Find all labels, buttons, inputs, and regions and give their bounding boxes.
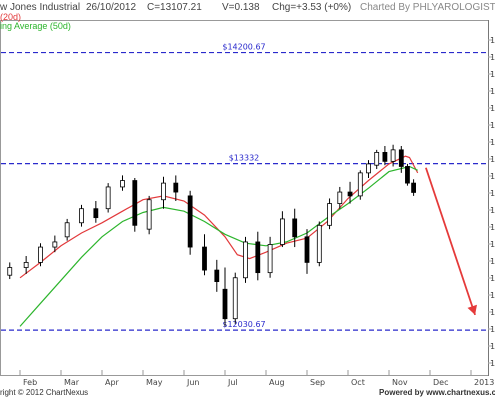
candle-body: [366, 163, 371, 174]
candle-body: [292, 218, 298, 238]
y-tick-label: 1: [490, 240, 495, 249]
candle-body: [316, 224, 322, 263]
candle-body: [161, 182, 166, 201]
candle-body: [132, 180, 138, 226]
level-label: $12030.67: [222, 320, 265, 329]
y-tick-label: 1: [490, 87, 495, 96]
candle-body: [93, 208, 99, 219]
y-tick-label: 1: [490, 291, 495, 300]
y-tick-label: 1: [490, 257, 495, 266]
legend-short-ma: (20d): [0, 12, 22, 22]
x-tick-label: Oct: [351, 378, 365, 387]
candle-body: [405, 166, 410, 184]
y-tick-label: 1: [490, 189, 495, 198]
y-tick-label: 1: [490, 325, 495, 334]
candle-body: [337, 191, 343, 204]
candle-body: [187, 195, 193, 248]
candle-body: [105, 186, 111, 210]
y-tick-label: 1: [490, 172, 495, 181]
y-tick-label: 1: [490, 155, 495, 164]
candle-body: [38, 246, 43, 263]
y-tick-label: 1: [490, 359, 495, 368]
candle-body: [120, 180, 125, 188]
level-label: $14200.67: [222, 43, 265, 52]
y-tick-label: 1: [490, 70, 495, 79]
short-ma-line: [19, 155, 419, 279]
candle-body: [214, 269, 220, 282]
x-axis-ticks: Feb Mar Apr May Jun Jul Aug Sep Oct Nov Dec 2013 1 1 1…: [19, 36, 495, 387]
y-tick-label: 1: [490, 36, 495, 45]
change-readout: Chg=+3.53 (+0%): [272, 2, 352, 13]
candle-body: [374, 152, 380, 166]
y-tick-label: 1: [490, 274, 495, 283]
candle-body: [304, 236, 310, 263]
y-tick-label: 1: [490, 308, 495, 317]
candle-body: [243, 241, 248, 279]
candle-body: [279, 218, 285, 245]
powered-by-text: Powered by www.chartnexus.com: [379, 388, 495, 397]
close-price: C=13107.21: [147, 2, 202, 13]
candle-body: [64, 222, 70, 238]
candle-body: [202, 246, 207, 271]
candle-body: [382, 152, 388, 162]
x-tick-label: Jul: [227, 378, 238, 387]
candle-body: [79, 208, 84, 224]
candle-body: [222, 288, 228, 320]
chart-credit: Charted By PHLYAROLOGIST: [360, 2, 495, 13]
y-tick-label: 1: [490, 121, 495, 130]
copyright-text: right © 2012 ChartNexus: [0, 388, 89, 397]
y-tick-label: 1: [490, 223, 495, 232]
candle-body: [23, 262, 29, 268]
candle-body: [357, 172, 363, 197]
level-label: $13332: [229, 154, 260, 163]
legend-long-ma: ing Average (50d): [0, 21, 71, 31]
y-tick-label: 1: [490, 104, 495, 113]
candle-body: [390, 149, 396, 162]
x-tick-label: 2013: [474, 378, 494, 387]
x-tick-label: Apr: [105, 378, 120, 387]
candlesticks: [7, 144, 417, 327]
candle-body: [398, 149, 404, 167]
chart-date: 26/10/2012: [86, 2, 137, 13]
plot-frame: [0, 20, 489, 376]
candle-body: [173, 182, 179, 193]
candle-body: [146, 199, 152, 230]
chart-title: w Jones Industrial: [0, 2, 81, 13]
y-tick-label: 1: [490, 138, 495, 147]
horizontal-levels: $14200.67 $13332 $12030.67: [1, 43, 488, 331]
candle-body: [232, 277, 238, 320]
x-tick-label: Aug: [269, 378, 285, 387]
candle-body: [7, 267, 13, 276]
candle-body: [347, 191, 353, 197]
arrow-shaft: [425, 167, 476, 316]
y-tick-label: 1: [490, 53, 495, 62]
candle-body: [411, 182, 417, 193]
arrow-head: [467, 304, 477, 315]
volume-readout: V=0.138: [222, 2, 260, 13]
x-tick-label: Nov: [392, 378, 408, 387]
x-tick-label: Dec: [433, 378, 448, 387]
candle-body: [327, 203, 332, 226]
x-tick-label: Feb: [23, 378, 37, 387]
x-tick-label: Mar: [64, 378, 80, 387]
x-tick-label: Jun: [186, 378, 200, 387]
projection-arrow: [425, 167, 477, 316]
x-tick-label: Sep: [310, 378, 325, 387]
candle-body: [255, 241, 261, 274]
x-tick-label: May: [146, 378, 163, 387]
candle-body: [267, 244, 273, 274]
y-tick-label: 1: [490, 206, 495, 215]
candle-body: [52, 241, 58, 248]
y-tick-label: 1: [490, 342, 495, 351]
